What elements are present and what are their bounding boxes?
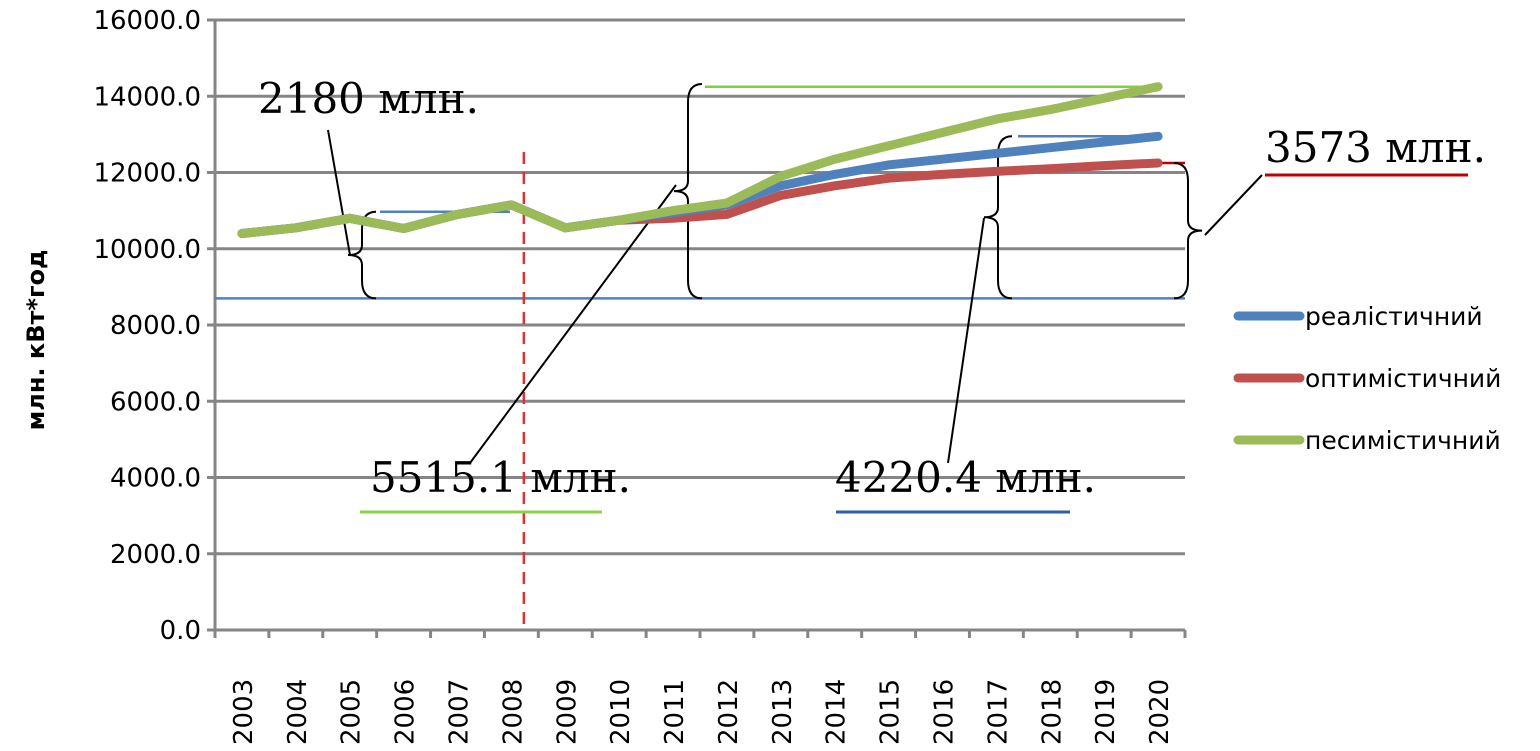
y-tick-label: 0.0 [160,616,201,646]
annotation-overlays [215,83,1468,630]
y-tick-label: 4000.0 [110,464,201,494]
x-tick-label: 2008 [498,679,528,745]
y-tick-label: 2000.0 [110,540,201,570]
brace-3573 [1173,161,1203,300]
y-tick-labels: 0.0 2000.0 4000.0 6000.0 8000.0 10000.0 12000.… [93,6,201,646]
leader-4220 [947,217,985,464]
series-lines [237,82,1163,238]
x-tick-label: 2010 [606,679,636,745]
y-axis-label: млн. кВт*год [22,250,50,431]
annotation-3573: 3573 млн. [1265,123,1486,172]
x-tick-label: 2018 [1037,679,1067,745]
annotation-4220: 4220.4 млн. [835,453,1096,502]
x-tick-label: 2012 [714,679,744,745]
annotation-2180: 2180 млн. [258,74,479,123]
x-tick-labels: 2003 2004 2005 2006 2007 2008 2009 2010 2011 2012… [229,679,1175,745]
x-tick-label: 2015 [876,679,906,745]
y-tick-label: 12000.0 [93,159,201,189]
y-tick-label: 6000.0 [110,387,201,417]
legend-label: оптимістичний [1305,364,1501,393]
x-tick-label: 2016 [930,679,960,745]
legend: реалістичний оптимістичний песимістичний [1233,302,1501,455]
brace-4220 [983,135,1013,300]
x-tick-label: 2006 [391,679,421,745]
x-tick-label: 2003 [229,679,259,745]
x-tick-label: 2009 [552,679,582,745]
legend-label: песимістичний [1305,426,1501,455]
leader-2180 [327,129,351,256]
y-tick-label: 16000.0 [93,6,201,36]
x-tick-label: 2011 [660,679,690,745]
x-tick-label: 2013 [768,679,798,745]
y-tick-label: 14000.0 [93,82,201,112]
leader-3573 [1204,174,1263,236]
series-line-песимістичний [237,82,1163,238]
brace-5515 [673,83,703,300]
x-tick-label: 2020 [1145,679,1175,745]
x-tick-label: 2014 [822,679,852,745]
annotation-5515: 5515.1 млн. [370,453,631,502]
leader-5515 [469,184,677,464]
x-tick-label: 2005 [337,679,367,745]
y-tick-label: 10000.0 [93,235,201,265]
axes [207,18,1187,638]
x-tick-label: 2004 [283,679,313,745]
grid-lines [215,18,1185,556]
y-tick-label: 8000.0 [110,311,201,341]
x-tick-label: 2007 [445,679,475,745]
x-tick-label: 2017 [983,679,1013,745]
x-tick-label: 2019 [1091,679,1121,745]
legend-label: реалістичний [1305,302,1483,331]
